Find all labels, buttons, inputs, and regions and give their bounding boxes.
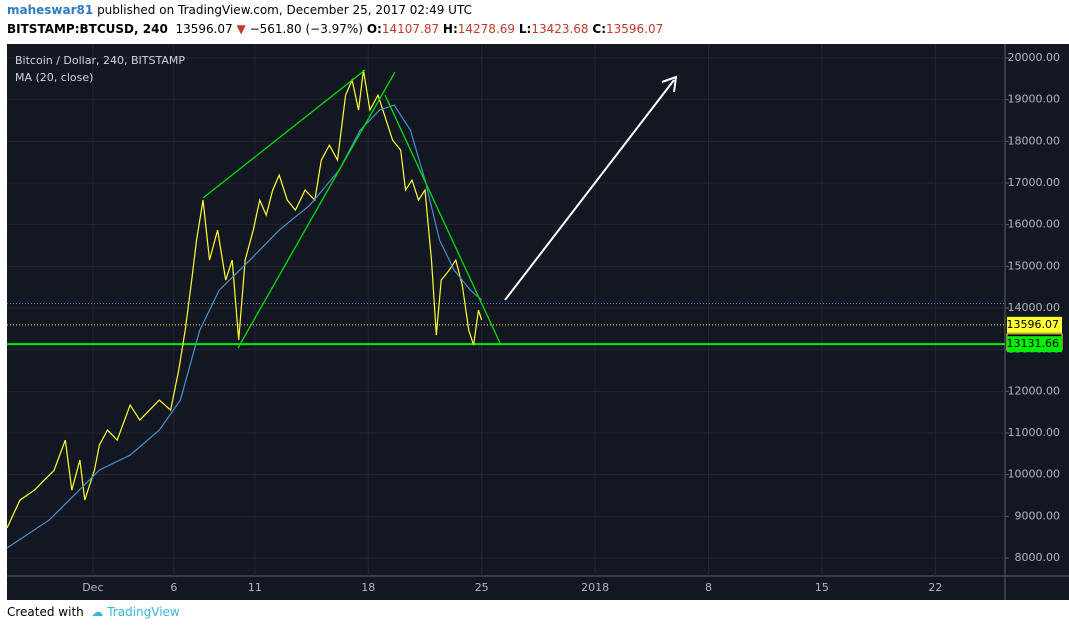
series-line [6, 69, 483, 529]
trendline [384, 94, 501, 344]
footer: Created with ☁ TradingView [7, 605, 180, 619]
y-tick-label: 9000.00 [1015, 509, 1061, 522]
legend-entry: Bitcoin / Dollar, 240, BITSTAMP [15, 54, 185, 67]
y-tick-label: 16000.00 [1008, 218, 1061, 231]
chart-background [7, 44, 1069, 600]
symbol-line: BITSTAMP:BTCUSD, 240 13596.07 ▼ −561.80 … [7, 22, 663, 36]
logo[interactable]: ☁ TradingView [91, 605, 180, 619]
ohlc-label: H: [442, 22, 458, 36]
x-tick-label: 15 [815, 581, 829, 594]
y-tick-label: 20000.00 [1008, 51, 1061, 64]
x-tick-label: 2018 [581, 581, 609, 594]
ohlc-label: L: [518, 22, 532, 36]
y-tick-label: 11000.00 [1008, 426, 1061, 439]
trendline [237, 71, 396, 349]
ohlc-label: C: [592, 22, 607, 36]
down-icon: ▼ [236, 22, 246, 36]
x-tick-label: 6 [170, 581, 177, 594]
y-tick-label: 15000.00 [1008, 259, 1061, 272]
ohlc-value: 14278.69 [457, 22, 516, 36]
price-label: 13596.07 [1007, 318, 1060, 331]
trendline [202, 69, 366, 199]
series-line [6, 104, 483, 549]
ohlc-value: 13596.07 [606, 22, 664, 36]
arrow-head [661, 75, 678, 93]
x-tick-label: 18 [361, 581, 375, 594]
ohlc-label: O: [366, 22, 382, 36]
header-line: maheswar81 published on TradingView.com,… [7, 3, 472, 17]
legend-entry: MA (20, close) [15, 71, 93, 84]
y-tick-label: 8000.00 [1015, 551, 1061, 564]
x-tick-label: 22 [928, 581, 942, 594]
price-label-box [1007, 316, 1062, 333]
created-with: Created with [7, 605, 84, 619]
y-tick-label: 14000.00 [1008, 301, 1061, 314]
ohlc-value: 13423.68 [531, 22, 589, 36]
y-tick-label: 17000.00 [1008, 176, 1061, 189]
symbol: BITSTAMP:BTCUSD, 240 [7, 22, 168, 36]
published: published on TradingView.com, December 2… [97, 3, 472, 17]
y-tick-label: 12000.00 [1008, 384, 1061, 397]
drawings [202, 69, 678, 349]
x-tick-label: 11 [248, 581, 262, 594]
arrow [504, 79, 675, 301]
brand: TradingView [107, 605, 180, 619]
x-tick-label: Dec [82, 581, 103, 594]
last-price: 13596.07 [175, 22, 233, 36]
price-label-box [1007, 336, 1062, 353]
y-tick-label: 19000.00 [1008, 93, 1061, 106]
x-tick-label: 25 [475, 581, 489, 594]
y-tick-label: 18000.00 [1008, 134, 1061, 147]
ohlc-value: 14107.87 [381, 22, 440, 36]
change: −561.80 (−3.97%) [249, 22, 363, 36]
y-tick-label: 10000.00 [1008, 468, 1061, 481]
price-label: 13131.66 [1007, 337, 1060, 350]
author[interactable]: maheswar81 [7, 3, 94, 17]
x-tick-label: 8 [705, 581, 712, 594]
